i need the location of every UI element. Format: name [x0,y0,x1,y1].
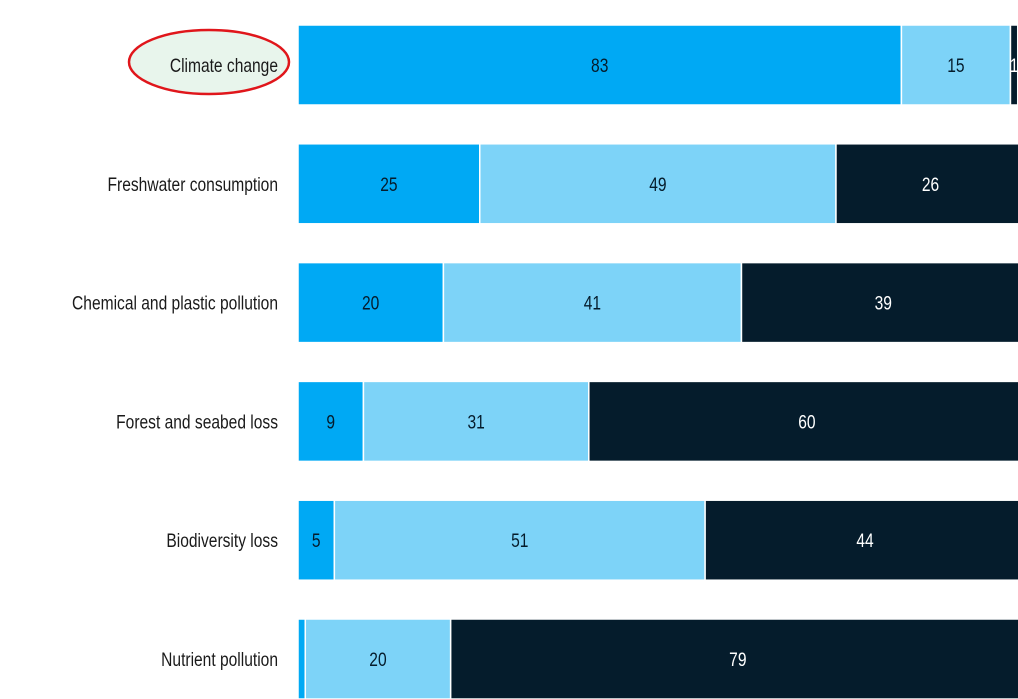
category-label: Freshwater consumption [108,173,278,195]
value-label: 26 [922,173,939,195]
value-label: 60 [798,411,815,433]
bar-segment [588,380,1018,463]
bar-segment [297,261,445,344]
value-label: 20 [369,649,386,671]
bar-segment [297,143,481,225]
highlight-circle [127,28,291,96]
bar-segment [704,499,1018,581]
value-label: 83 [591,55,608,77]
category-label: Climate change [170,55,278,77]
bar-segment [297,24,903,106]
bar-segment [297,380,365,463]
value-label: 79 [729,649,746,671]
bar-segment [304,618,452,699]
value-label: 5 [312,530,321,552]
bar-segment [740,261,1018,344]
category-label: Biodiversity loss [166,530,278,552]
value-label: 1 [1010,55,1018,77]
bar-segment [362,380,590,463]
value-label: 20 [362,292,379,314]
bar-segment [479,143,837,225]
category-label: Nutrient pollution [161,649,278,671]
value-label: 31 [467,411,484,433]
bar-segment [333,499,706,581]
value-label: 25 [380,173,397,195]
bar-segment [297,618,307,699]
category-label: Chemical and plastic pollution [72,292,278,314]
category-label: Forest and seabed loss [116,411,278,433]
value-label: 44 [856,530,874,552]
bar-segment [900,24,1012,106]
bar-segment [835,143,1018,225]
value-label: 15 [947,55,964,77]
value-label: 51 [511,530,528,552]
value-label: 9 [326,411,335,433]
value-label: 41 [584,292,601,314]
value-label: 39 [875,292,892,314]
bar-segment [449,618,1018,699]
bar-segment [442,261,743,344]
bar-segment [297,499,336,581]
value-label: 49 [649,173,666,195]
